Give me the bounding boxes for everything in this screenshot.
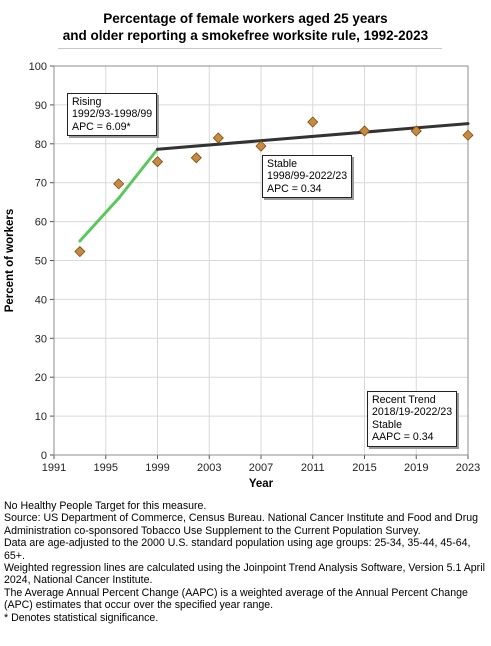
annotation-line: 2018/19-2022/23 <box>372 406 453 419</box>
data-point <box>307 116 319 128</box>
chart-title-line-1: Percentage of female workers aged 25 yea… <box>103 11 388 26</box>
x-axis-label: Year <box>249 478 274 490</box>
annotation-line: Stable <box>372 418 403 431</box>
annotation-line: Rising <box>72 96 102 108</box>
data-point <box>410 125 422 137</box>
x-tick-label: 2019 <box>404 462 428 474</box>
y-tick-label: 10 <box>35 411 47 423</box>
annotation-rising: Rising 1992/93-1998/99 APC = 6.09* <box>67 93 158 137</box>
y-axis-label: Percent of workers <box>4 209 16 313</box>
data-point <box>151 156 164 168</box>
x-tick-label: 1995 <box>94 462 118 474</box>
y-tick-label: 30 <box>35 333 47 345</box>
footnote: Weighted regression lines are calculated… <box>4 562 485 587</box>
footnote: Data are age-adjusted to the 2000 U.S. s… <box>4 537 471 562</box>
footnote: Source: US Department of Commerce, Censu… <box>4 512 479 537</box>
x-tick-label: 2011 <box>301 462 325 474</box>
y-tick-label: 20 <box>35 372 47 384</box>
y-tick-label: 100 <box>29 61 47 73</box>
trend-line-rising <box>78 147 159 243</box>
y-tick-label: 0 <box>41 450 47 462</box>
data-point <box>462 129 474 141</box>
chart-title-line-2: and older reporting a smokefree worksite… <box>62 28 429 43</box>
data-point <box>212 132 224 144</box>
footnotes: No Healthy People Target for this measur… <box>4 500 488 624</box>
footnote: The Average Annual Percent Change (AAPC)… <box>4 586 468 612</box>
y-tick-label: 50 <box>35 256 47 268</box>
x-tick-label: 1991 <box>42 462 66 474</box>
annotation-line: APC = 0.34 <box>267 182 322 195</box>
annotation-line: 1992/93-1998/99 <box>72 108 153 121</box>
data-point <box>358 125 371 137</box>
annotation-line: Stable <box>267 158 298 170</box>
x-tick-label: 2007 <box>249 462 273 474</box>
x-tick-label: 2015 <box>352 462 376 474</box>
y-tick-label: 40 <box>35 294 47 306</box>
annotation-recent-trend: Recent Trend 2018/19-2022/23 Stable AAPC… <box>367 391 458 447</box>
y-tick-label: 90 <box>35 100 47 112</box>
annotation-stable: Stable 1998/99-2022/23 APC = 0.34 <box>262 155 353 199</box>
y-tick-label: 70 <box>35 178 47 190</box>
y-tick-label: 60 <box>35 217 47 229</box>
annotation-line: APC = 6.09* <box>72 120 131 133</box>
annotation-line: 1998/99-2022/23 <box>267 170 348 183</box>
x-tick-label: 1999 <box>145 462 169 474</box>
data-point <box>190 152 202 164</box>
chart-title: Percentage of female workers aged 25 yea… <box>0 10 491 44</box>
data-point <box>255 140 267 152</box>
x-tick-label: 2023 <box>456 462 480 474</box>
footnote: No Healthy People Target for this measur… <box>4 500 207 512</box>
data-point <box>74 245 86 258</box>
annotation-line: AAPC = 0.34 <box>372 431 434 444</box>
footnote: * Denotes statistical significance. <box>4 611 159 624</box>
annotation-line: Recent Trend <box>372 394 436 406</box>
data-point <box>113 178 125 190</box>
x-tick-label: 2003 <box>197 462 221 474</box>
title-divider <box>58 48 442 49</box>
y-tick-label: 80 <box>35 139 47 151</box>
plot-frame <box>53 65 469 456</box>
